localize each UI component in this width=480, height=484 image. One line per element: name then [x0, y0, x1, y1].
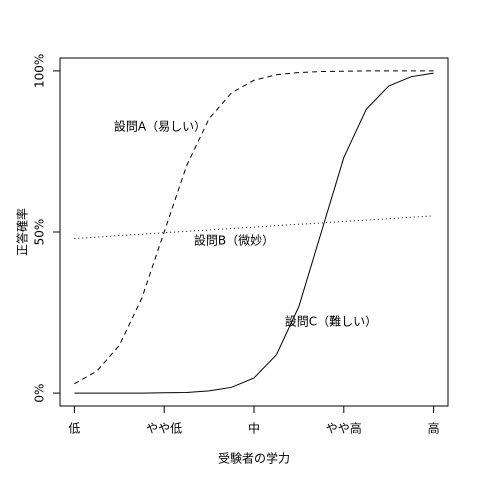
curve — [74, 70, 434, 385]
x-tick-label: 中 — [248, 421, 260, 436]
y-tick-label: 0% — [33, 384, 47, 403]
x-axis-label: 受験者の学力 — [218, 451, 290, 466]
y-tick-label: 100% — [33, 54, 47, 88]
x-tick-label: やや高 — [326, 421, 362, 436]
plot-frame — [59, 57, 449, 407]
curve-label: 設問C（難しい） — [285, 314, 377, 329]
y-axis-label: 正答確率 — [15, 208, 30, 256]
x-tick-label: 高 — [428, 421, 440, 436]
x-tick-label: やや低 — [146, 422, 182, 436]
curve-label: 設問B（微妙） — [194, 233, 274, 248]
curve-label: 設問A（易しい） — [114, 119, 206, 134]
y-tick-label: 50% — [33, 219, 47, 246]
curve — [74, 72, 434, 394]
x-tick-label: 低 — [68, 422, 80, 436]
